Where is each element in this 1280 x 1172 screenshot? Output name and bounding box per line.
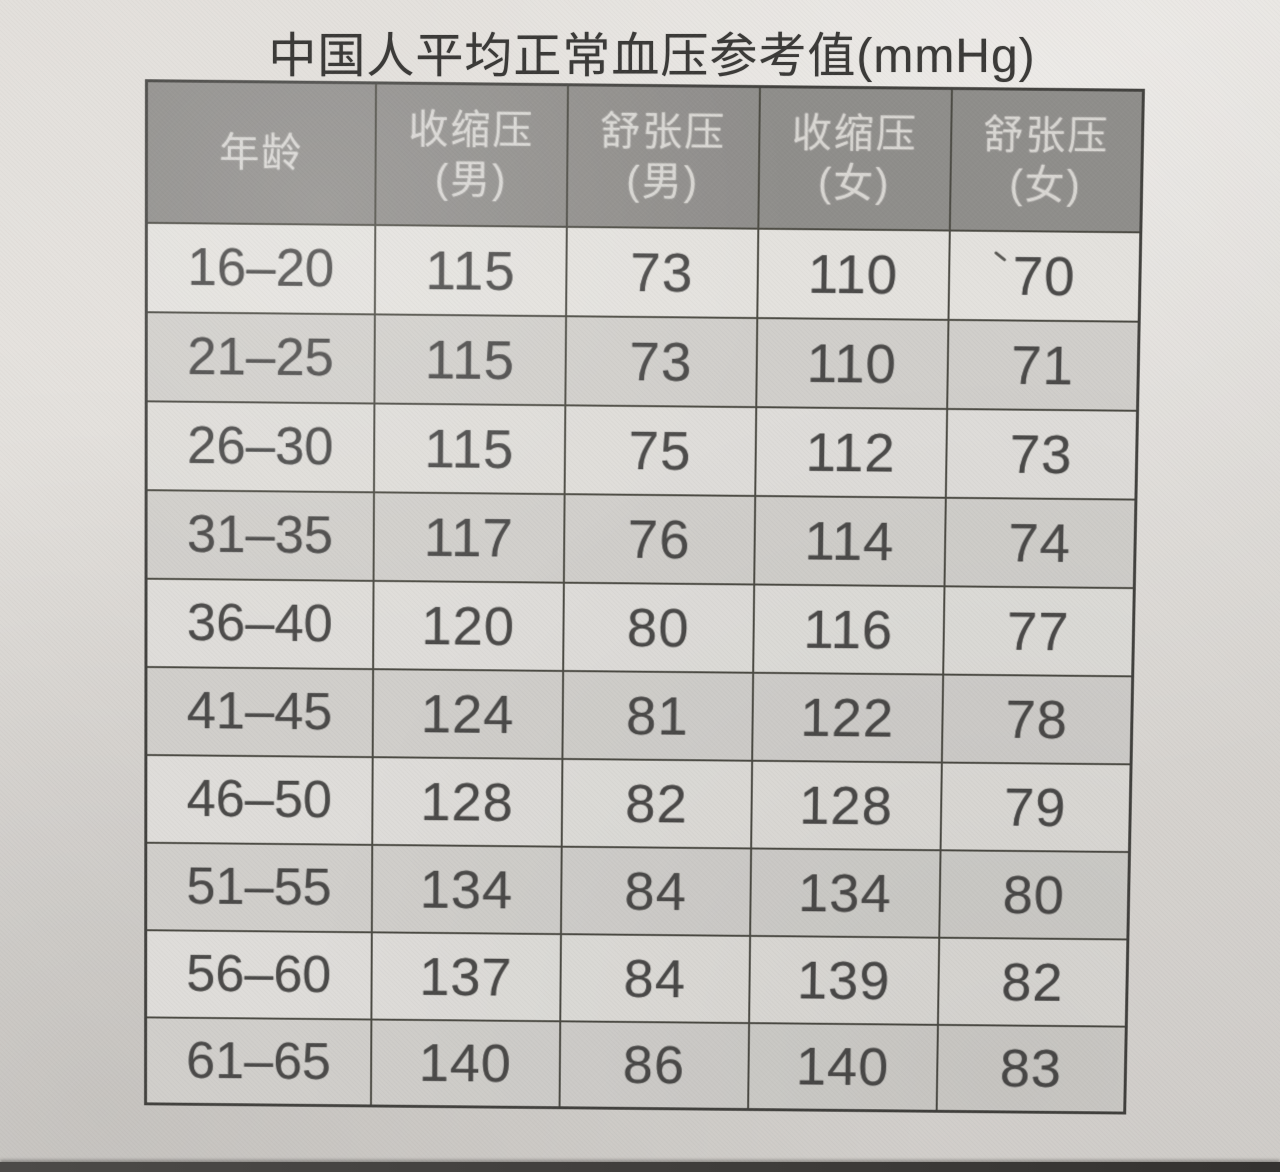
systolic-female-cell: 122 — [751, 672, 943, 763]
age-cell: 31–35 — [146, 489, 374, 581]
header-label: 舒张压 — [983, 112, 1110, 159]
header-cell-age: 年龄 — [146, 80, 376, 225]
age-cell: 21–25 — [146, 311, 375, 404]
header-label: 舒张压 — [600, 109, 727, 155]
table-row: 36–40 120 80 116 77 — [145, 578, 1135, 676]
systolic-male-cell: 140 — [370, 1019, 560, 1108]
table-row: 16–20 115 73 110 70 — [146, 222, 1141, 322]
systolic-male-cell: 128 — [372, 756, 563, 847]
table-row: 61–65 140 86 140 83 — [145, 1016, 1127, 1114]
diastolic-female-cell: 83 — [936, 1024, 1127, 1114]
header-cell-systolic-female: 收缩压 (女) — [757, 86, 952, 231]
header-label: 收缩压 — [408, 107, 535, 153]
diastolic-female-cell: 78 — [941, 674, 1133, 764]
table-row: 46–50 128 82 128 79 — [145, 754, 1132, 852]
age-cell: 46–50 — [145, 754, 373, 845]
age-cell: 56–60 — [145, 929, 372, 1020]
photo-bottom-edge — [0, 1162, 1280, 1172]
table-row: 41–45 124 81 122 78 — [145, 666, 1133, 764]
diastolic-male-cell: 84 — [560, 846, 751, 936]
diastolic-male-cell: 73 — [565, 226, 758, 318]
header-cell-systolic-male: 收缩压 (男) — [375, 82, 568, 227]
systolic-female-cell: 112 — [754, 406, 947, 498]
systolic-female-cell: 110 — [756, 228, 950, 320]
age-cell: 41–45 — [145, 666, 373, 757]
table-row: 31–35 117 76 114 74 — [146, 489, 1136, 588]
systolic-male-cell: 117 — [373, 491, 565, 583]
systolic-male-cell: 134 — [371, 844, 562, 934]
systolic-female-cell: 134 — [749, 847, 941, 938]
diastolic-female-cell: 70 — [948, 230, 1141, 322]
page-title: 中国人平均正常血压参考值(mmHg) — [268, 30, 1036, 83]
systolic-female-cell: 140 — [747, 1022, 938, 1112]
systolic-male-cell: 124 — [372, 668, 563, 759]
diastolic-male-cell: 82 — [561, 758, 752, 848]
diastolic-male-cell: 80 — [562, 582, 754, 673]
systolic-male-cell: 137 — [371, 931, 561, 1021]
header-cell-diastolic-female: 舒张压 (女) — [949, 88, 1144, 232]
diastolic-female-cell: 79 — [940, 762, 1132, 852]
systolic-female-cell: 116 — [752, 584, 945, 675]
header-sublabel: (男) — [434, 157, 508, 203]
diastolic-male-cell: 73 — [565, 315, 757, 407]
header-cell-diastolic-male: 舒张压 (男) — [566, 84, 760, 229]
blood-pressure-table: 年龄 收缩压 (男) 舒张压 (男) 收缩压 (女) 舒张压 (女) — [144, 79, 1145, 1115]
diastolic-female-cell: 77 — [942, 585, 1135, 676]
diastolic-female-cell: 82 — [937, 937, 1128, 1027]
table-row: 21–25 115 73 110 71 — [146, 311, 1140, 411]
header-row: 年龄 收缩压 (男) 舒张压 (男) 收缩压 (女) 舒张压 (女) — [146, 80, 1144, 232]
systolic-female-cell: 139 — [748, 935, 939, 1025]
diastolic-male-cell: 75 — [564, 404, 756, 496]
blood-pressure-table-photo: 年龄 收缩压 (男) 舒张压 (男) 收缩压 (女) 舒张压 (女) — [144, 79, 1145, 1115]
header-label: 收缩压 — [791, 111, 919, 157]
diastolic-female-cell: 71 — [946, 319, 1140, 411]
systolic-female-cell: 110 — [755, 317, 949, 409]
diastolic-male-cell: 76 — [563, 493, 755, 585]
header-sublabel: (女) — [817, 161, 891, 206]
diastolic-male-cell: 81 — [562, 670, 753, 761]
systolic-male-cell: 115 — [374, 224, 567, 316]
header-sublabel: (女) — [1009, 163, 1083, 208]
systolic-male-cell: 115 — [374, 313, 566, 405]
diastolic-male-cell: 86 — [559, 1020, 749, 1110]
age-cell: 36–40 — [145, 578, 374, 669]
header-label: 年龄 — [219, 130, 304, 176]
diastolic-male-cell: 84 — [559, 933, 750, 1023]
systolic-male-cell: 115 — [373, 403, 566, 494]
diastolic-female-cell: 80 — [938, 849, 1130, 939]
diastolic-female-cell: 73 — [945, 408, 1138, 500]
age-cell: 26–30 — [146, 400, 375, 492]
age-cell: 16–20 — [146, 222, 376, 314]
diastolic-female-cell: 74 — [944, 497, 1136, 588]
age-cell: 61–65 — [145, 1016, 372, 1106]
systolic-female-cell: 114 — [753, 495, 946, 586]
age-cell: 51–55 — [145, 842, 373, 932]
table-row: 26–30 115 75 112 73 — [146, 400, 1138, 500]
systolic-male-cell: 120 — [372, 580, 564, 671]
header-sublabel: (男) — [626, 159, 700, 204]
table-row: 51–55 134 84 134 80 — [145, 842, 1130, 939]
table-row: 56–60 137 84 139 82 — [145, 929, 1128, 1027]
systolic-female-cell: 128 — [750, 760, 942, 850]
